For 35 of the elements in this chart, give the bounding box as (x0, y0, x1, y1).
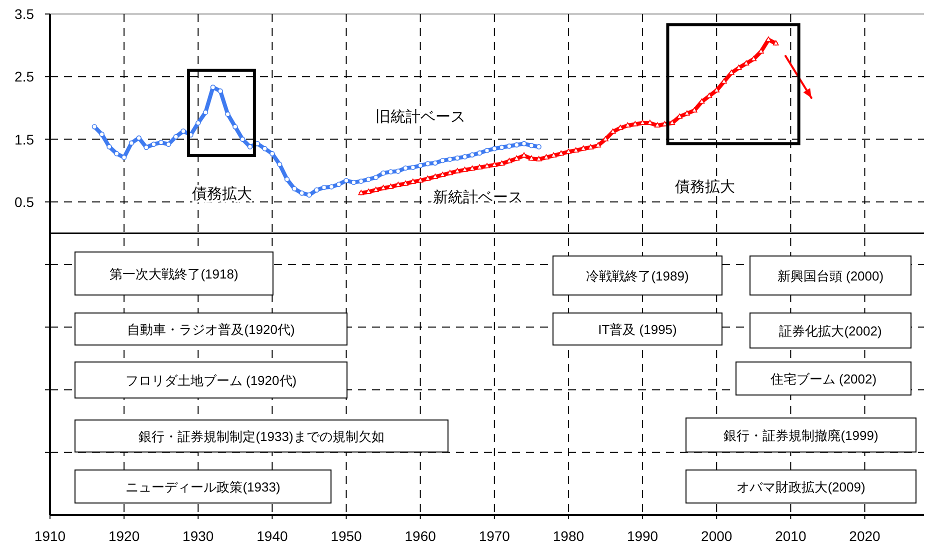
annotation: 新興国台頭 (2000) (777, 268, 884, 284)
y-tick-label: 0.5 (14, 194, 34, 210)
annotation: 証券化拡大(2002) (779, 324, 882, 338)
annotation: 銀行・証券規制制定(1933)までの規制欠如 (138, 429, 384, 444)
point (772, 40, 779, 46)
point (528, 155, 534, 161)
annotation: フロリダ土地ブーム (1920代) (125, 373, 297, 388)
x-tick-label: 1910 (34, 528, 66, 544)
x-tick-label: 1950 (330, 528, 362, 544)
annotation: 第一次大戦終了(1918) (110, 266, 238, 282)
point (358, 190, 364, 196)
annotation: 自動車・ラジオ普及(1920代) (127, 322, 295, 337)
x-tick-label: 1940 (256, 528, 288, 544)
point (536, 156, 542, 162)
x-tick-label: 1980 (552, 528, 584, 544)
annotation: オバマ財政拡大(2009) (736, 480, 866, 494)
x-tick-label: 1970 (478, 528, 510, 544)
annotation: 住宅ブーム (2002) (769, 372, 877, 386)
x-tick-label: 1990 (626, 528, 658, 544)
annotation: 債務拡大 (674, 178, 735, 196)
annotation: 冷戦戦終了(1989) (586, 268, 689, 284)
annotation: 債務拡大 (192, 185, 252, 202)
x-tick-label: 1920 (108, 528, 140, 544)
x-tick-label: 1960 (404, 528, 436, 544)
x-tick-label: 2000 (701, 528, 732, 544)
y-tick-label: 3.5 (14, 6, 34, 22)
y-tick-label: 1.5 (14, 131, 34, 148)
annotation: ニューディール政策(1933) (126, 480, 280, 494)
y-tick-label: 2.5 (14, 68, 34, 85)
x-tick-label: 1930 (182, 528, 214, 544)
annotation: IT普及 (1995) (598, 322, 677, 337)
x-tick-label: 2010 (775, 528, 806, 544)
point (654, 122, 660, 128)
x-tick-label: 2020 (849, 528, 881, 544)
annotation: 銀行・証券規制撤廃(1999) (724, 428, 878, 443)
